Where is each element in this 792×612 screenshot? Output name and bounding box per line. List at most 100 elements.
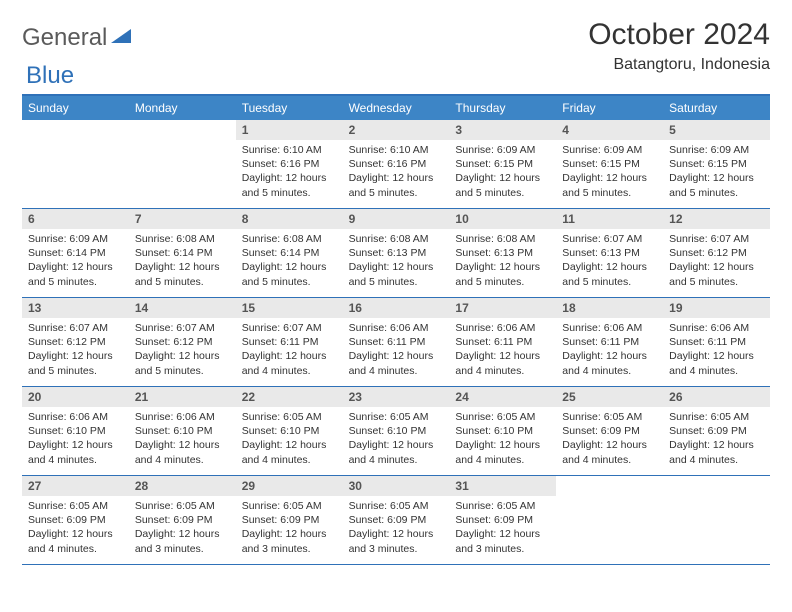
day-number: 4 <box>556 120 663 140</box>
day-number: 5 <box>663 120 770 140</box>
logo-text-general: General <box>22 24 107 52</box>
day-details: Sunrise: 6:08 AMSunset: 6:14 PMDaylight:… <box>236 229 343 295</box>
day-details: Sunrise: 6:09 AMSunset: 6:15 PMDaylight:… <box>556 140 663 206</box>
day-cell-18: 18Sunrise: 6:06 AMSunset: 6:11 PMDayligh… <box>556 298 663 386</box>
day-cell-1: 1Sunrise: 6:10 AMSunset: 6:16 PMDaylight… <box>236 120 343 208</box>
day-cell-27: 27Sunrise: 6:05 AMSunset: 6:09 PMDayligh… <box>22 476 129 564</box>
day-number: 12 <box>663 209 770 229</box>
day-number: 23 <box>343 387 450 407</box>
day-header-sunday: Sunday <box>22 96 129 120</box>
week-row: 20Sunrise: 6:06 AMSunset: 6:10 PMDayligh… <box>22 387 770 476</box>
day-cell-14: 14Sunrise: 6:07 AMSunset: 6:12 PMDayligh… <box>129 298 236 386</box>
day-details: Sunrise: 6:10 AMSunset: 6:16 PMDaylight:… <box>343 140 450 206</box>
day-details: Sunrise: 6:06 AMSunset: 6:11 PMDaylight:… <box>556 318 663 384</box>
day-cell-4: 4Sunrise: 6:09 AMSunset: 6:15 PMDaylight… <box>556 120 663 208</box>
day-details: Sunrise: 6:06 AMSunset: 6:11 PMDaylight:… <box>663 318 770 384</box>
calendar: SundayMondayTuesdayWednesdayThursdayFrid… <box>22 94 770 565</box>
day-number: 14 <box>129 298 236 318</box>
day-number: 16 <box>343 298 450 318</box>
day-cell-3: 3Sunrise: 6:09 AMSunset: 6:15 PMDaylight… <box>449 120 556 208</box>
day-number: 11 <box>556 209 663 229</box>
day-details: Sunrise: 6:08 AMSunset: 6:13 PMDaylight:… <box>449 229 556 295</box>
day-details: Sunrise: 6:07 AMSunset: 6:12 PMDaylight:… <box>22 318 129 384</box>
day-cell-5: 5Sunrise: 6:09 AMSunset: 6:15 PMDaylight… <box>663 120 770 208</box>
day-details: Sunrise: 6:05 AMSunset: 6:10 PMDaylight:… <box>449 407 556 473</box>
day-number: 1 <box>236 120 343 140</box>
day-cell-23: 23Sunrise: 6:05 AMSunset: 6:10 PMDayligh… <box>343 387 450 475</box>
day-details: Sunrise: 6:06 AMSunset: 6:11 PMDaylight:… <box>343 318 450 384</box>
day-number: 13 <box>22 298 129 318</box>
day-number: 18 <box>556 298 663 318</box>
day-cell-13: 13Sunrise: 6:07 AMSunset: 6:12 PMDayligh… <box>22 298 129 386</box>
day-number <box>663 476 770 496</box>
empty-cell <box>22 120 129 208</box>
day-details: Sunrise: 6:05 AMSunset: 6:09 PMDaylight:… <box>663 407 770 473</box>
day-number: 30 <box>343 476 450 496</box>
day-number: 15 <box>236 298 343 318</box>
day-number: 2 <box>343 120 450 140</box>
week-row: 13Sunrise: 6:07 AMSunset: 6:12 PMDayligh… <box>22 298 770 387</box>
day-details: Sunrise: 6:08 AMSunset: 6:14 PMDaylight:… <box>129 229 236 295</box>
day-cell-10: 10Sunrise: 6:08 AMSunset: 6:13 PMDayligh… <box>449 209 556 297</box>
day-details: Sunrise: 6:06 AMSunset: 6:11 PMDaylight:… <box>449 318 556 384</box>
day-cell-31: 31Sunrise: 6:05 AMSunset: 6:09 PMDayligh… <box>449 476 556 564</box>
day-number: 17 <box>449 298 556 318</box>
day-cell-24: 24Sunrise: 6:05 AMSunset: 6:10 PMDayligh… <box>449 387 556 475</box>
day-details: Sunrise: 6:09 AMSunset: 6:14 PMDaylight:… <box>22 229 129 295</box>
day-details: Sunrise: 6:05 AMSunset: 6:09 PMDaylight:… <box>343 496 450 562</box>
day-header-friday: Friday <box>556 96 663 120</box>
day-number: 26 <box>663 387 770 407</box>
day-number: 27 <box>22 476 129 496</box>
day-cell-2: 2Sunrise: 6:10 AMSunset: 6:16 PMDaylight… <box>343 120 450 208</box>
day-details: Sunrise: 6:05 AMSunset: 6:09 PMDaylight:… <box>129 496 236 562</box>
day-details: Sunrise: 6:05 AMSunset: 6:09 PMDaylight:… <box>236 496 343 562</box>
day-number: 31 <box>449 476 556 496</box>
logo: General <box>22 18 135 52</box>
empty-cell <box>556 476 663 564</box>
day-details: Sunrise: 6:05 AMSunset: 6:09 PMDaylight:… <box>449 496 556 562</box>
day-cell-21: 21Sunrise: 6:06 AMSunset: 6:10 PMDayligh… <box>129 387 236 475</box>
week-row: 1Sunrise: 6:10 AMSunset: 6:16 PMDaylight… <box>22 120 770 209</box>
day-number: 25 <box>556 387 663 407</box>
day-number: 20 <box>22 387 129 407</box>
day-header-tuesday: Tuesday <box>236 96 343 120</box>
day-details: Sunrise: 6:06 AMSunset: 6:10 PMDaylight:… <box>129 407 236 473</box>
day-details: Sunrise: 6:09 AMSunset: 6:15 PMDaylight:… <box>449 140 556 206</box>
day-header-wednesday: Wednesday <box>343 96 450 120</box>
day-number <box>22 120 129 140</box>
day-cell-9: 9Sunrise: 6:08 AMSunset: 6:13 PMDaylight… <box>343 209 450 297</box>
day-number: 24 <box>449 387 556 407</box>
day-cell-20: 20Sunrise: 6:06 AMSunset: 6:10 PMDayligh… <box>22 387 129 475</box>
day-header-row: SundayMondayTuesdayWednesdayThursdayFrid… <box>22 96 770 120</box>
day-cell-12: 12Sunrise: 6:07 AMSunset: 6:12 PMDayligh… <box>663 209 770 297</box>
day-cell-28: 28Sunrise: 6:05 AMSunset: 6:09 PMDayligh… <box>129 476 236 564</box>
day-details: Sunrise: 6:05 AMSunset: 6:09 PMDaylight:… <box>556 407 663 473</box>
day-number: 22 <box>236 387 343 407</box>
day-details: Sunrise: 6:07 AMSunset: 6:11 PMDaylight:… <box>236 318 343 384</box>
day-number: 9 <box>343 209 450 229</box>
month-title: October 2024 <box>588 18 770 52</box>
day-number: 10 <box>449 209 556 229</box>
day-cell-17: 17Sunrise: 6:06 AMSunset: 6:11 PMDayligh… <box>449 298 556 386</box>
day-cell-8: 8Sunrise: 6:08 AMSunset: 6:14 PMDaylight… <box>236 209 343 297</box>
day-header-saturday: Saturday <box>663 96 770 120</box>
day-details: Sunrise: 6:10 AMSunset: 6:16 PMDaylight:… <box>236 140 343 206</box>
day-cell-7: 7Sunrise: 6:08 AMSunset: 6:14 PMDaylight… <box>129 209 236 297</box>
day-details: Sunrise: 6:05 AMSunset: 6:10 PMDaylight:… <box>236 407 343 473</box>
day-cell-11: 11Sunrise: 6:07 AMSunset: 6:13 PMDayligh… <box>556 209 663 297</box>
day-cell-19: 19Sunrise: 6:06 AMSunset: 6:11 PMDayligh… <box>663 298 770 386</box>
day-details: Sunrise: 6:09 AMSunset: 6:15 PMDaylight:… <box>663 140 770 206</box>
day-details: Sunrise: 6:07 AMSunset: 6:13 PMDaylight:… <box>556 229 663 295</box>
day-number: 3 <box>449 120 556 140</box>
day-details: Sunrise: 6:07 AMSunset: 6:12 PMDaylight:… <box>663 229 770 295</box>
day-number: 6 <box>22 209 129 229</box>
day-cell-30: 30Sunrise: 6:05 AMSunset: 6:09 PMDayligh… <box>343 476 450 564</box>
day-cell-29: 29Sunrise: 6:05 AMSunset: 6:09 PMDayligh… <box>236 476 343 564</box>
logo-text-blue: Blue <box>26 62 774 90</box>
day-header-monday: Monday <box>129 96 236 120</box>
empty-cell <box>663 476 770 564</box>
logo-triangle-icon <box>111 27 133 50</box>
day-cell-25: 25Sunrise: 6:05 AMSunset: 6:09 PMDayligh… <box>556 387 663 475</box>
weeks-container: 1Sunrise: 6:10 AMSunset: 6:16 PMDaylight… <box>22 120 770 565</box>
day-number <box>556 476 663 496</box>
